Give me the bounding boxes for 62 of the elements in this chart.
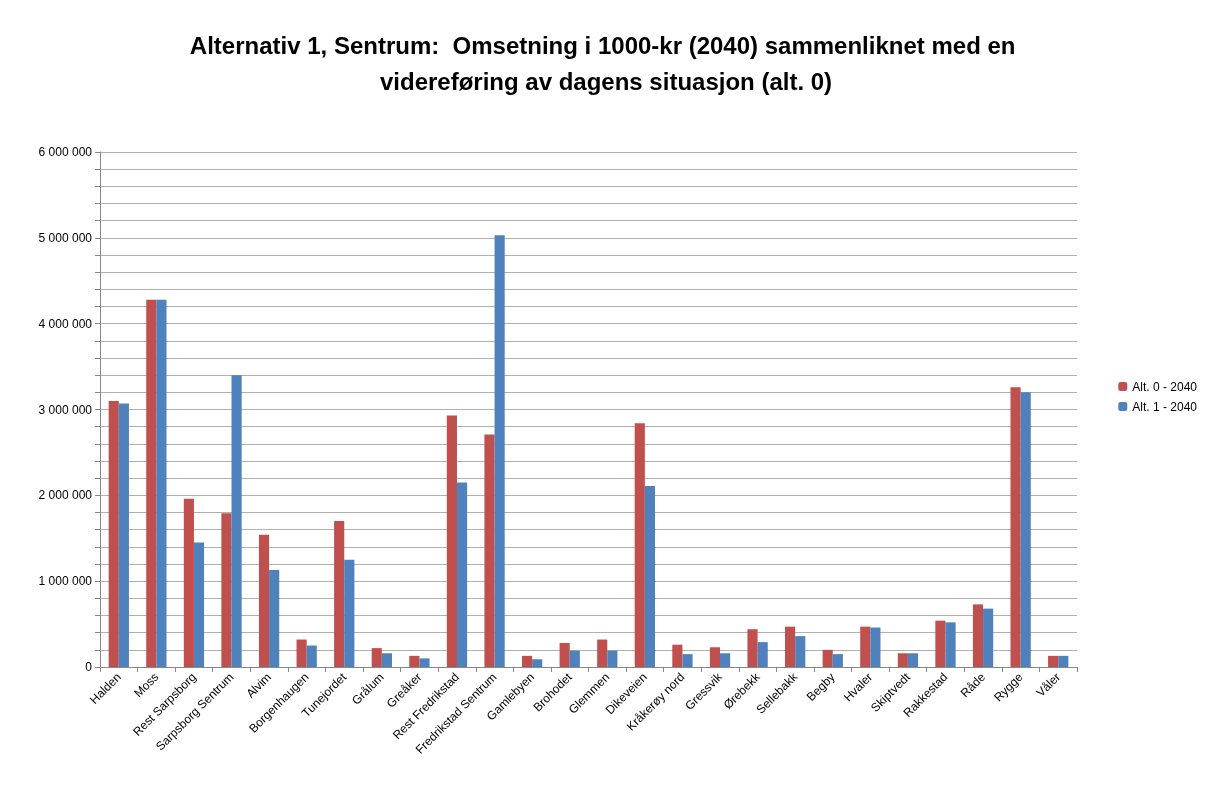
chart-title: Alternativ 1, Sentrum: Omsetning i 1000-kr (2040) sammenliknet med en videreføring av dagens situasjon (alt. 0) [189, 31, 1023, 95]
bar [597, 639, 608, 667]
bar [972, 604, 984, 667]
bar [193, 542, 205, 667]
bar [381, 653, 392, 667]
bar [757, 642, 768, 667]
bar [983, 608, 994, 667]
bar [118, 403, 129, 667]
bar [334, 521, 345, 667]
bar [108, 400, 119, 667]
bar [446, 415, 457, 667]
bar [644, 485, 656, 667]
bar [1048, 655, 1059, 667]
bar [231, 375, 242, 667]
y-tick-label: 6 000 000 [38, 145, 93, 159]
bar [1020, 392, 1031, 667]
bar [822, 649, 833, 667]
bar [183, 498, 194, 667]
bar [709, 647, 721, 667]
bar [634, 423, 645, 667]
bar [870, 627, 881, 667]
bar [860, 626, 871, 667]
legend-label: Alt. 0 - 2040 [1132, 379, 1198, 394]
bar [795, 636, 806, 667]
bar [945, 622, 956, 667]
bar [832, 654, 843, 667]
bar [747, 629, 758, 667]
y-tick-label: 2 000 000 [38, 488, 93, 503]
y-tick-label: 5 000 000 [38, 230, 93, 245]
bar [371, 648, 382, 667]
bar [156, 299, 167, 667]
bar [269, 570, 280, 667]
y-tick-label: 0 [85, 660, 93, 674]
bar [494, 235, 505, 667]
bar [419, 658, 430, 667]
bar [569, 650, 580, 667]
bar [484, 434, 495, 667]
bar [258, 534, 270, 667]
bar [907, 653, 919, 667]
bar [344, 559, 355, 667]
bar [221, 513, 232, 667]
bar [306, 645, 317, 667]
bar [1010, 387, 1021, 667]
bar [409, 655, 420, 667]
bar [785, 626, 796, 667]
bar [935, 620, 946, 667]
bar [146, 299, 157, 667]
bar [456, 482, 468, 667]
bar [296, 639, 307, 667]
bar [532, 659, 543, 667]
y-tick-label: 1 000 000 [38, 574, 93, 589]
bar [672, 644, 683, 667]
legend-label: Alt. 1 - 2040 [1132, 399, 1198, 414]
bar [559, 642, 570, 667]
bar [607, 650, 618, 667]
bar [682, 654, 693, 667]
bar [521, 655, 533, 667]
bar [1058, 655, 1069, 667]
y-tick-label: 3 000 000 [38, 402, 93, 417]
bar [897, 653, 908, 667]
y-tick-label: 4 000 000 [38, 316, 93, 331]
bar [720, 653, 731, 667]
